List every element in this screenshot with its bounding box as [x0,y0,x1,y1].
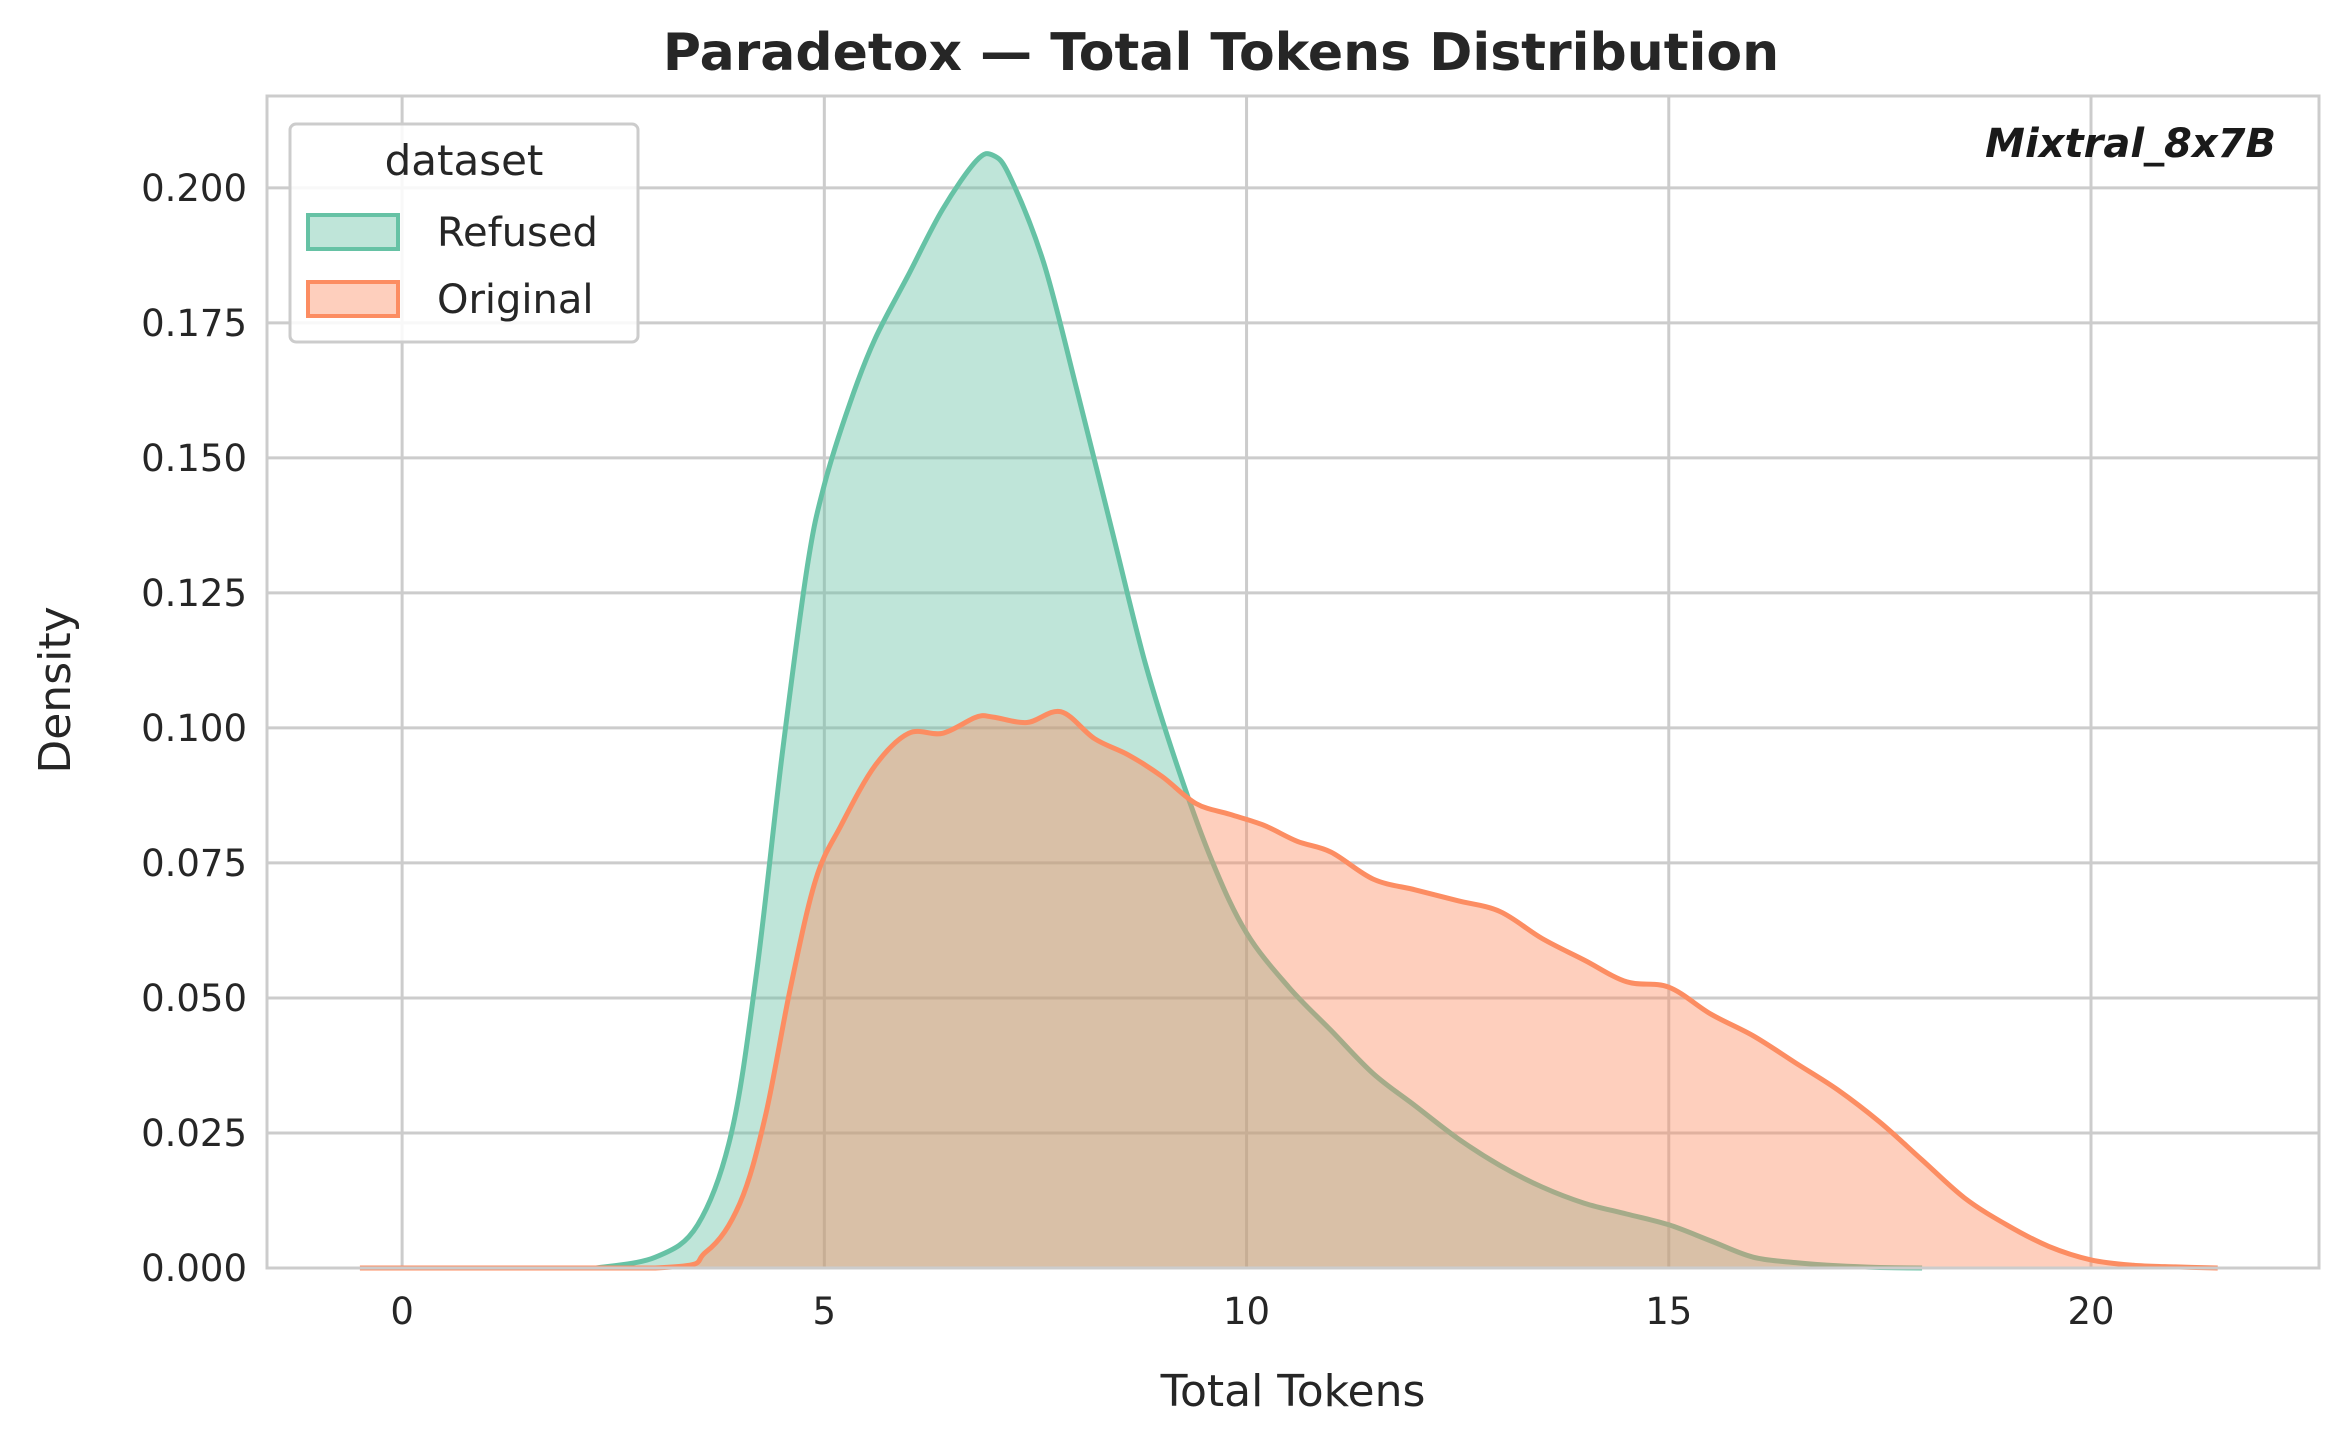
chart-title: Paradetox — Total Tokens Distribution [663,23,1779,83]
legend-title: dataset [385,136,544,185]
x-tick-label: 5 [813,1290,837,1333]
series-area-original [359,711,2218,1268]
legend-swatch-refused [306,213,400,251]
y-tick-label: 0.050 [141,977,247,1020]
x-axis-label: Total Tokens [1160,1366,1426,1417]
x-tick-label: 20 [2067,1290,2114,1333]
density-series [359,151,2218,1271]
x-tick-label: 15 [1645,1290,1692,1333]
legend-box [288,122,640,344]
y-tick-labels: 0.000 0.025 0.050 0.075 0.100 0.125 0.150 0.175… [141,167,247,1290]
legend-swatch-original [306,280,400,318]
x-tick-label: 0 [390,1290,414,1333]
series-line-refused [595,151,1923,1271]
legend: dataset Refused Original [288,122,640,344]
y-tick-label: 0.075 [141,842,247,885]
series-line-original [359,708,2218,1271]
plot-frame [265,94,2321,1270]
y-tick-label: 0.000 [141,1247,247,1290]
y-tick-label: 0.100 [141,707,247,750]
series-area-refused [596,153,1923,1268]
y-tick-label: 0.175 [141,302,247,345]
y-axis-label: Density [30,606,81,773]
y-tick-label: 0.025 [141,1112,247,1155]
legend-label-refused: Refused [437,210,598,256]
x-tick-label: 10 [1223,1290,1270,1333]
x-tick-labels: 0 5 10 15 20 [390,1290,2114,1333]
legend-label-original: Original [437,277,594,323]
y-tick-label: 0.125 [141,572,247,615]
y-tick-label: 0.200 [141,167,247,210]
y-tick-label: 0.150 [141,437,247,480]
model-annotation: Mixtral_8x7B [1985,121,2276,167]
